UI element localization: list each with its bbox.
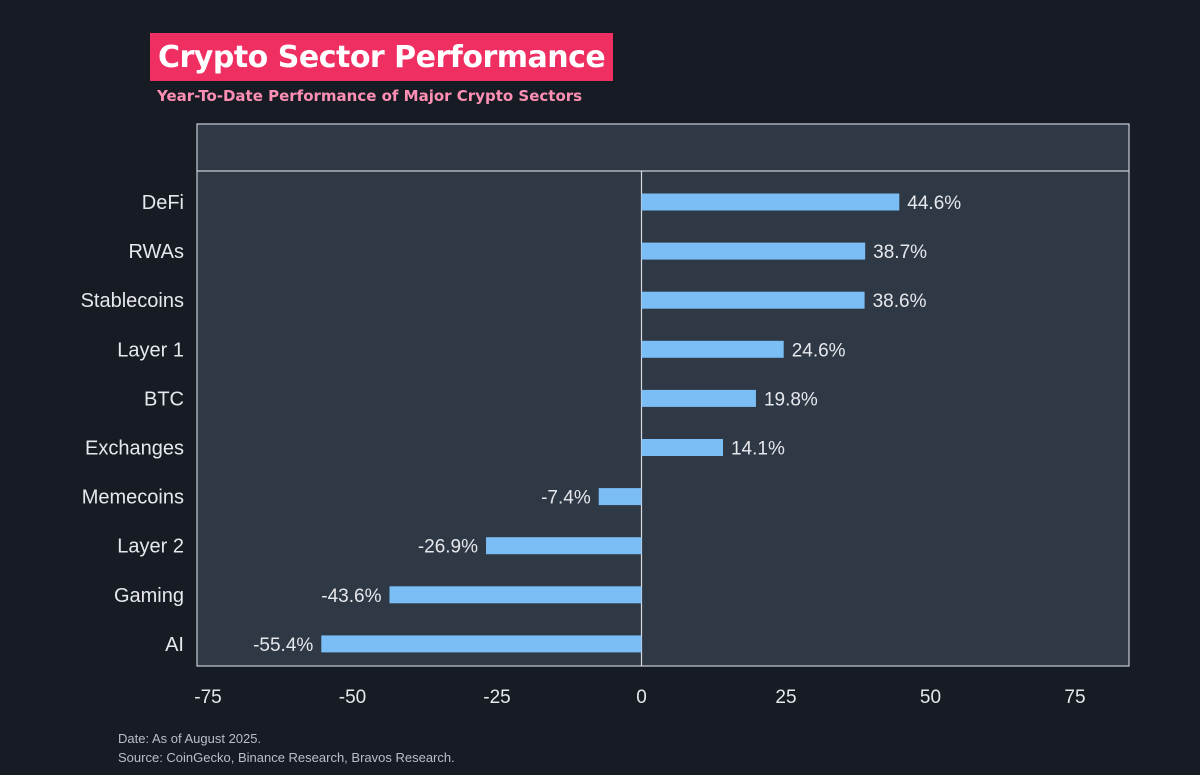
- category-label: Layer 2: [117, 536, 184, 558]
- category-label: Memecoins: [82, 487, 184, 509]
- category-label: Gaming: [114, 585, 184, 607]
- value-label: 38.6%: [873, 291, 927, 312]
- x-tick-label: -75: [194, 687, 221, 708]
- category-label: Stablecoins: [81, 290, 184, 312]
- bar-btc: [641, 389, 756, 407]
- bar-rwas: [641, 242, 866, 260]
- category-label: DeFi: [142, 192, 184, 214]
- chart-subtitle: Year-To-Date Performance of Major Crypto…: [157, 87, 583, 105]
- x-tick-label: 50: [920, 687, 941, 708]
- bar-memecoins: [598, 488, 642, 506]
- category-label: Layer 1: [117, 339, 184, 361]
- value-label: 24.6%: [792, 340, 846, 361]
- category-label: Exchanges: [85, 438, 184, 460]
- category-label: AI: [165, 634, 184, 656]
- bar-layer-1: [641, 340, 784, 358]
- value-label: 14.1%: [731, 439, 785, 460]
- category-label: BTC: [144, 388, 184, 410]
- value-label: 38.7%: [873, 242, 927, 263]
- value-label: 19.8%: [764, 389, 818, 410]
- bar-exchanges: [641, 439, 723, 456]
- x-tick-label: 0: [636, 687, 647, 708]
- value-label: -43.6%: [321, 586, 381, 607]
- bar-ai: [321, 635, 642, 653]
- value-label: -55.4%: [253, 635, 313, 656]
- bar-layer-2: [486, 537, 642, 555]
- x-tick-label: 75: [1064, 687, 1085, 708]
- x-tick-label: 25: [775, 687, 796, 708]
- chart-title: Crypto Sector Performance: [158, 39, 606, 75]
- x-tick-label: -25: [483, 687, 510, 708]
- category-label: RWAs: [128, 241, 184, 263]
- bar-gaming: [389, 586, 642, 604]
- chart-title-box: Crypto Sector Performance: [150, 33, 614, 81]
- footer-source: Source: CoinGecko, Binance Research, Bra…: [118, 750, 455, 765]
- value-label: 44.6%: [907, 193, 961, 214]
- bar-stablecoins: [641, 291, 865, 309]
- x-tick-label: -50: [339, 687, 366, 708]
- value-label: -26.9%: [418, 537, 478, 558]
- value-label: -7.4%: [541, 488, 591, 509]
- bar-defi: [641, 193, 900, 211]
- footer-date: Date: As of August 2025.: [118, 731, 262, 746]
